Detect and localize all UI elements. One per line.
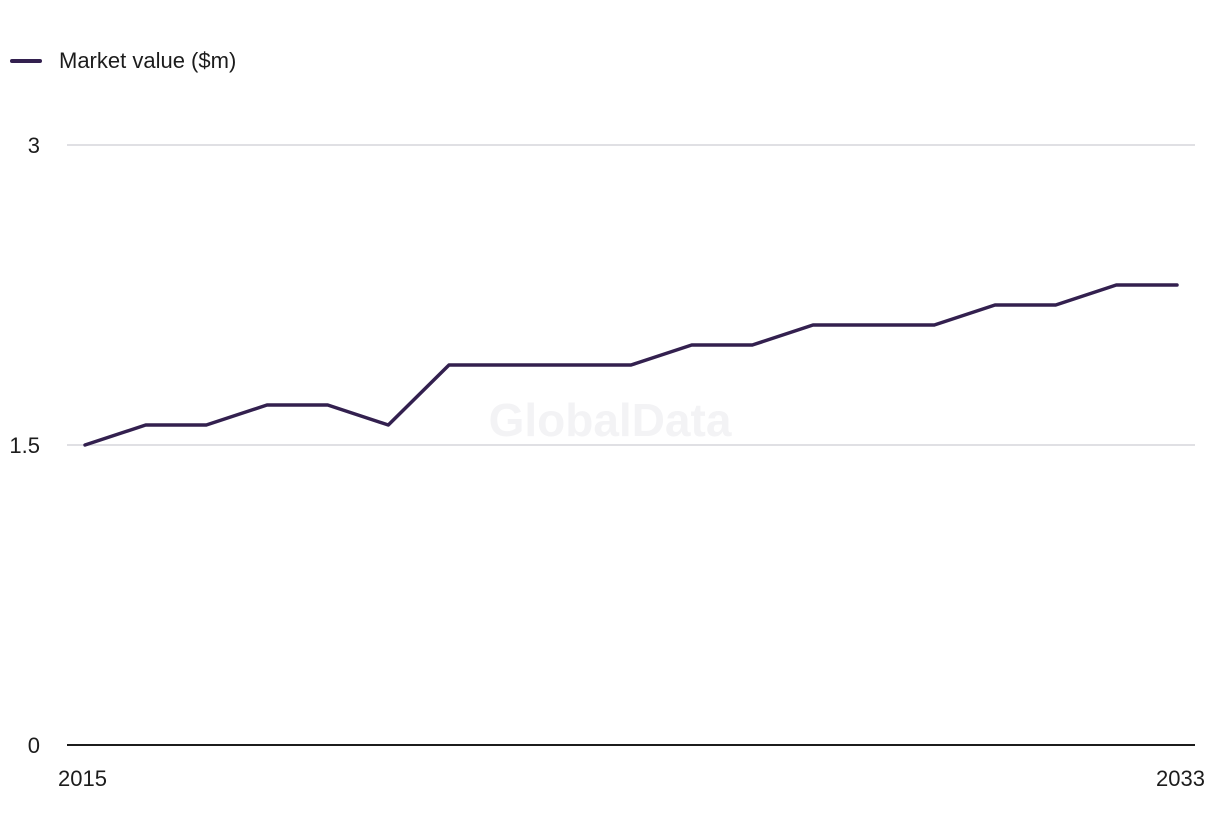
gridlines — [67, 144, 1195, 446]
y-axis-ticks: 01.53 — [9, 133, 40, 758]
x-axis-ticks: 2015 2033 — [58, 766, 1205, 791]
legend: Market value ($m) — [10, 48, 236, 74]
series-line-market-value — [83, 283, 1179, 447]
y-tick-label: 1.5 — [9, 433, 40, 458]
legend-label: Market value ($m) — [59, 48, 237, 73]
y-tick-label: 3 — [28, 133, 40, 158]
legend-swatch — [10, 59, 42, 63]
watermark: GlobalData — [489, 394, 732, 446]
x-tick-label: 2015 — [58, 766, 107, 791]
x-tick-label: 2033 — [1156, 766, 1205, 791]
y-tick-label: 0 — [28, 733, 40, 758]
